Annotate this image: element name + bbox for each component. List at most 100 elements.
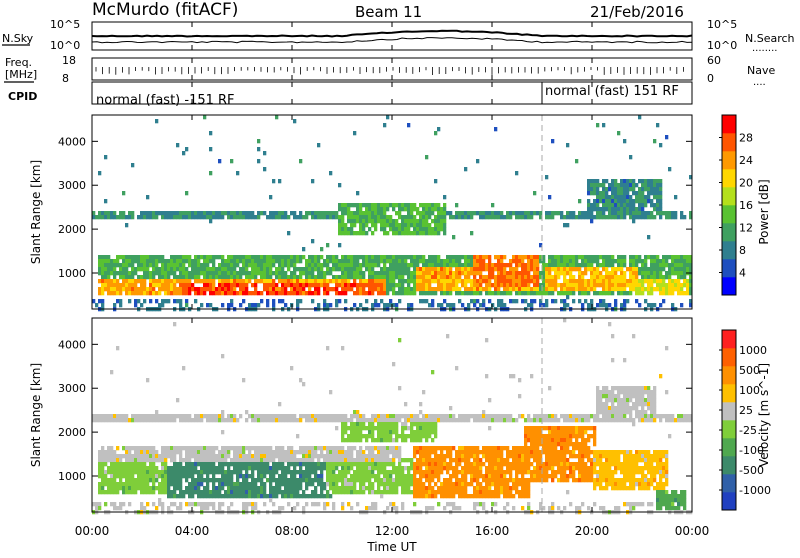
heatmap-cell [263, 267, 266, 271]
heatmap-cell [221, 446, 224, 450]
heatmap-cell [548, 215, 551, 219]
heatmap-cell [272, 299, 275, 303]
heatmap-cell [644, 263, 647, 267]
heatmap-cell [353, 267, 356, 271]
heatmap-cell [425, 227, 428, 231]
heatmap-cell [365, 474, 368, 478]
heatmap-cell [368, 207, 371, 211]
heatmap-cell [431, 279, 434, 283]
heatmap-cell [419, 446, 422, 450]
heatmap-cell [410, 426, 413, 430]
heatmap-cell [530, 215, 533, 219]
heatmap-cell [251, 466, 254, 470]
heatmap-cell [356, 291, 359, 295]
heatmap-cell [653, 263, 656, 267]
heatmap-cell [386, 283, 389, 287]
heatmap-cell [326, 494, 329, 498]
heatmap-cell [251, 303, 254, 307]
heatmap-cell [662, 211, 665, 215]
heatmap-cell [155, 271, 158, 275]
heatmap-cell [290, 478, 293, 482]
heatmap-cell [242, 287, 245, 291]
heatmap-cell [371, 263, 374, 267]
heatmap-cell [110, 263, 113, 267]
heatmap-cell [683, 291, 686, 295]
heatmap-cell [320, 271, 323, 275]
heatmap-cell [164, 215, 167, 219]
heatmap-cell [176, 466, 179, 470]
heatmap-cell [449, 215, 452, 219]
heatmap-cell [629, 263, 632, 267]
heatmap-cell [641, 179, 644, 183]
heatmap-cell [353, 438, 356, 442]
heatmap-cell [137, 470, 140, 474]
heatmap-cell [233, 271, 236, 275]
heatmap-cell [407, 291, 410, 295]
heatmap-cell [155, 478, 158, 482]
heatmap-cell [158, 418, 161, 422]
heatmap-cell [407, 263, 410, 267]
heatmap-cell [641, 215, 644, 219]
heatmap-cell [416, 458, 419, 462]
heatmap-cell [395, 275, 398, 279]
heatmap-cell [365, 470, 368, 474]
heatmap-cell [308, 414, 311, 418]
heatmap-cell [386, 418, 389, 422]
heatmap-cell [326, 259, 329, 263]
heatmap-cell [203, 486, 206, 490]
heatmap-cell [527, 255, 530, 259]
heatmap-cell [155, 414, 158, 418]
heatmap-cell [353, 275, 356, 279]
heatmap-cell [488, 486, 491, 490]
heatmap-cell [458, 506, 461, 510]
heatmap-cell [323, 211, 326, 215]
heatmap-cell [428, 470, 431, 474]
heatmap-cell [146, 255, 149, 259]
heatmap-cell [425, 271, 428, 275]
heatmap-cell [284, 482, 287, 486]
heatmap-cell [323, 283, 326, 287]
heatmap-cell [416, 211, 419, 215]
heatmap-cell [407, 223, 410, 227]
heatmap-cell [635, 287, 638, 291]
heatmap-cell [437, 474, 440, 478]
heatmap-cell [479, 215, 482, 219]
heatmap-cell [194, 215, 197, 219]
heatmap-cell [347, 255, 350, 259]
heatmap-cell [317, 215, 320, 219]
heatmap-cell [392, 482, 395, 486]
heatmap-cell [644, 287, 647, 291]
heatmap-cell [368, 279, 371, 283]
heatmap-cell [629, 207, 632, 211]
heatmap-cell [275, 414, 278, 418]
heatmap-cell [467, 291, 470, 295]
heatmap-cell [515, 299, 518, 303]
heatmap-cell [107, 458, 110, 462]
heatmap-cell [617, 267, 620, 271]
heatmap-cell [398, 279, 401, 283]
heatmap-cell [557, 291, 560, 295]
heatmap-cell [407, 466, 410, 470]
heatmap-cell [359, 291, 362, 295]
heatmap-cell [443, 195, 446, 199]
heatmap-cell [161, 211, 164, 215]
heatmap-cell [185, 283, 188, 287]
heatmap-cell [524, 287, 527, 291]
heatmap-cell [311, 259, 314, 263]
heatmap-cell [248, 271, 251, 275]
heatmap-cell [425, 462, 428, 466]
heatmap-cell [590, 279, 593, 283]
heatmap-cell [161, 418, 164, 422]
heatmap-cell [191, 215, 194, 219]
heatmap-cell [182, 291, 185, 295]
heatmap-cell [503, 255, 506, 259]
heatmap-cell [452, 235, 455, 239]
heatmap-cell [401, 506, 404, 510]
heatmap-cell [422, 283, 425, 287]
heatmap-cell [605, 267, 608, 271]
heatmap-cell [422, 219, 425, 223]
heatmap-cell [152, 450, 155, 454]
heatmap-cell [104, 279, 107, 283]
heatmap-cell [437, 127, 440, 131]
heatmap-cell [638, 255, 641, 259]
